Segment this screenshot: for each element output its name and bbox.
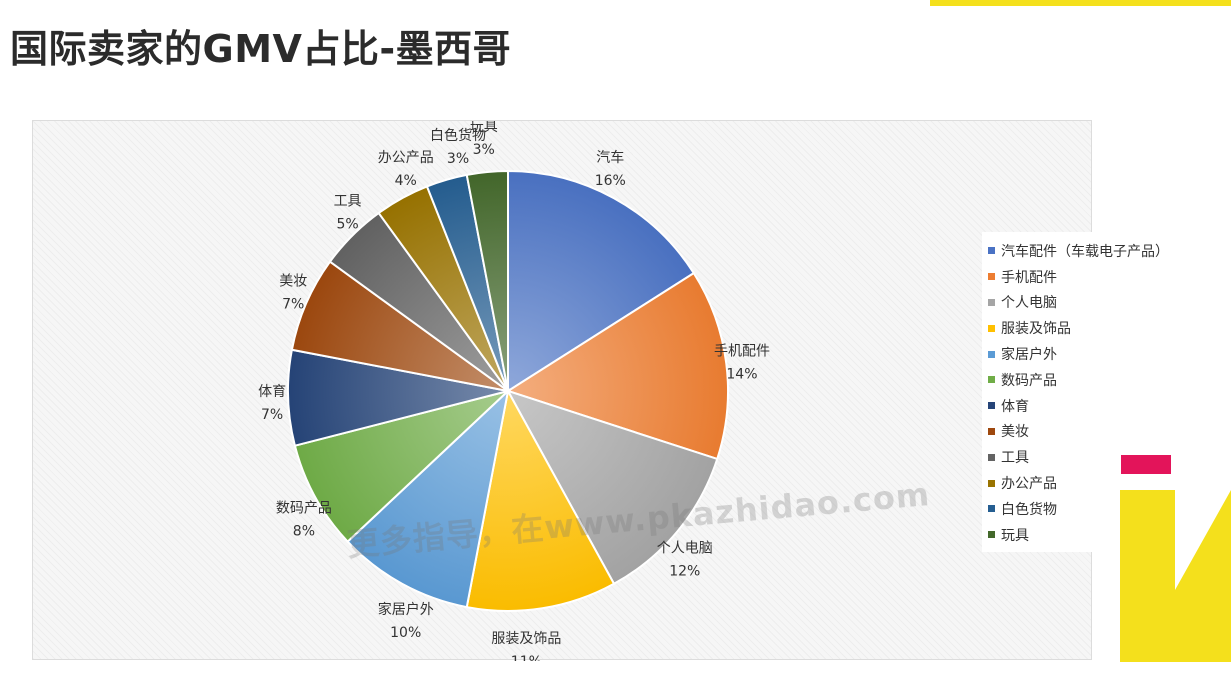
decorative-red-bar — [1121, 455, 1171, 474]
pie-slice-12 — [465, 169, 509, 392]
slice-percent-11: 3% — [447, 151, 469, 167]
legend-swatch — [988, 479, 995, 487]
slice-label-1: 汽车 — [596, 149, 624, 166]
legend-label: 数码产品 — [1001, 372, 1057, 389]
legend-label: 美妆 — [1001, 424, 1029, 441]
legend-label: 工具 — [1001, 450, 1029, 467]
slice-label-10: 办公产品 — [378, 150, 434, 166]
chart-legend: 汽车配件（车载电子产品） 手机配件个人电脑服装及饰品家居户外数码产品体育美妆工具办… — [982, 232, 1197, 552]
legend-label: 汽车配件（车载电子产品） — [1001, 243, 1169, 260]
decorative-yellow-shape — [1120, 490, 1231, 662]
legend-item-11: 白色货物 — [988, 496, 1197, 522]
legend-swatch — [988, 273, 995, 281]
slice-percent-4: 11% — [511, 654, 542, 661]
slice-percent-5: 10% — [390, 625, 421, 641]
pie-labels: 汽车 16% 手机配件 14% 个人电脑 12% 服装及饰品 11% 家居户外 10% 数码产品 8%… — [258, 121, 770, 661]
slice-percent-9: 5% — [336, 217, 358, 233]
slice-percent-12: 3% — [473, 142, 495, 158]
legend-swatch — [988, 402, 995, 410]
legend-label: 家居户外 — [1001, 347, 1057, 364]
slice-label-4: 服装及饰品 — [491, 631, 561, 647]
slice-label-8: 美妆 — [279, 274, 307, 290]
legend-item-12: 玩具 — [988, 522, 1197, 548]
legend-swatch — [988, 376, 995, 384]
slice-percent-8: 7% — [282, 297, 304, 313]
legend-label: 服装及饰品 — [1001, 321, 1071, 338]
slice-label-5: 家居户外 — [378, 601, 434, 618]
chart-panel: 汽车 16% 手机配件 14% 个人电脑 12% 服装及饰品 11% 家居户外 10% 数码产品 8%… — [32, 120, 1092, 661]
slice-label-11: 白色货物 — [430, 127, 486, 144]
legend-swatch — [988, 505, 995, 513]
legend-label: 办公产品 — [1001, 476, 1057, 493]
legend-item-5: 家居户外 — [988, 341, 1197, 367]
legend-item-1: 汽车配件（车载电子产品） — [988, 238, 1197, 264]
top-accent-stripe — [930, 0, 1231, 6]
legend-swatch — [988, 350, 995, 358]
slice-percent-2: 14% — [726, 367, 757, 383]
legend-item-2: 手机配件 — [988, 264, 1197, 290]
pie-chart: 汽车 16% 手机配件 14% 个人电脑 12% 服装及饰品 11% 家居户外 10% 数码产品 8%… — [258, 121, 770, 661]
legend-swatch — [988, 453, 995, 461]
legend-swatch — [988, 298, 995, 306]
pie-slice-4 — [465, 388, 616, 612]
legend-label: 个人电脑 — [1001, 295, 1057, 312]
legend-swatch — [988, 324, 995, 332]
legend-swatch — [988, 247, 995, 255]
slice-label-9: 工具 — [334, 194, 362, 210]
legend-item-10: 办公产品 — [988, 470, 1197, 496]
legend-swatch — [988, 531, 995, 539]
slice-percent-3: 12% — [669, 563, 700, 579]
slice-percent-7: 7% — [261, 407, 283, 423]
pie-slice-6 — [293, 390, 509, 544]
legend-item-3: 个人电脑 — [988, 290, 1197, 316]
legend-swatch — [988, 427, 995, 435]
legend-label: 体育 — [1001, 398, 1029, 415]
legend-label: 白色货物 — [1001, 501, 1057, 518]
legend-item-7: 体育 — [988, 393, 1197, 419]
page-title: 国际卖家的GMV占比-墨西哥 — [10, 27, 512, 71]
pie-slice-5 — [346, 388, 510, 609]
slice-label-6: 数码产品 — [276, 500, 332, 516]
slice-label-12: 玩具 — [470, 121, 498, 135]
slice-label-7: 体育 — [258, 384, 286, 400]
slice-label-2: 手机配件 — [714, 344, 770, 360]
pie-slices — [287, 169, 729, 612]
legend-item-9: 工具 — [988, 444, 1197, 470]
legend-item-8: 美妆 — [988, 419, 1197, 445]
slice-percent-10: 4% — [395, 173, 417, 189]
pie-slice-1 — [507, 169, 696, 393]
slice-percent-6: 8% — [293, 523, 315, 539]
legend-label: 手机配件 — [1001, 269, 1057, 286]
pie-slice-2 — [505, 271, 729, 461]
legend-item-4: 服装及饰品 — [988, 315, 1197, 341]
legend-label: 玩具 — [1001, 527, 1029, 544]
slice-percent-1: 16% — [595, 173, 626, 189]
pie-slice-3 — [505, 389, 719, 586]
legend-item-6: 数码产品 — [988, 367, 1197, 393]
slice-label-3: 个人电脑 — [657, 540, 713, 556]
